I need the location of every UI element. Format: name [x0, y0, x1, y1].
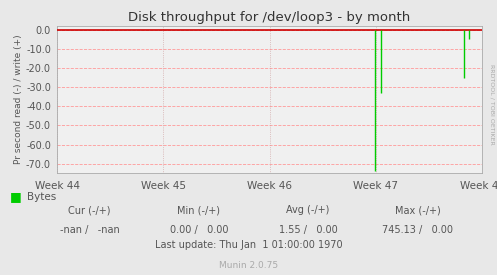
Text: Last update: Thu Jan  1 01:00:00 1970: Last update: Thu Jan 1 01:00:00 1970: [155, 240, 342, 249]
Text: 0.00 /   0.00: 0.00 / 0.00: [169, 225, 228, 235]
Text: RRDTOOL / TOBI OETIKER: RRDTOOL / TOBI OETIKER: [490, 64, 495, 145]
Text: Cur (-/+): Cur (-/+): [68, 205, 111, 215]
Text: 745.13 /   0.00: 745.13 / 0.00: [382, 225, 453, 235]
Text: Munin 2.0.75: Munin 2.0.75: [219, 261, 278, 270]
Title: Disk throughput for /dev/loop3 - by month: Disk throughput for /dev/loop3 - by mont…: [129, 10, 411, 24]
Text: Avg (-/+): Avg (-/+): [286, 205, 330, 215]
Text: Bytes: Bytes: [27, 192, 57, 202]
Y-axis label: Pr second read (-) / write (+): Pr second read (-) / write (+): [14, 35, 23, 164]
Text: 1.55 /   0.00: 1.55 / 0.00: [279, 225, 337, 235]
Text: Min (-/+): Min (-/+): [177, 205, 220, 215]
Text: ■: ■: [10, 190, 22, 203]
Text: Max (-/+): Max (-/+): [395, 205, 440, 215]
Text: -nan /   -nan: -nan / -nan: [60, 225, 119, 235]
